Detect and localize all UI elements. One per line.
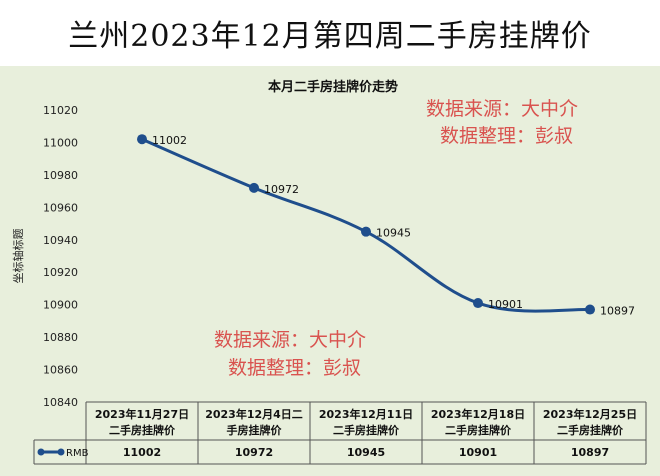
y-tick-label: 11020	[43, 104, 78, 117]
x-category-label: 手房挂牌价	[227, 423, 283, 437]
x-category-label: 二手房挂牌价	[109, 423, 176, 437]
data-point	[249, 182, 259, 193]
table-value-cell: 11002	[123, 446, 161, 459]
data-point	[137, 134, 147, 145]
data-point	[361, 226, 371, 237]
legend-marker	[37, 448, 45, 456]
watermark-author: 数据整理：彭叔	[228, 357, 361, 379]
table-value-cell: 10897	[571, 446, 609, 459]
data-point	[473, 298, 483, 309]
y-tick-label: 10860	[43, 364, 78, 377]
y-tick-label: 11000	[43, 136, 78, 149]
watermark-source: 数据来源：大中介	[214, 329, 366, 351]
chart-area	[0, 66, 660, 476]
page-title: 兰州2023年12月第四周二手房挂牌价	[68, 19, 592, 54]
y-tick-label: 10880	[43, 331, 78, 344]
data-label: 10901	[488, 298, 523, 311]
table-value-cell: 10945	[347, 446, 385, 459]
y-tick-label: 10920	[43, 266, 78, 279]
data-label: 11002	[152, 134, 187, 147]
table-value-cell: 10972	[235, 446, 273, 459]
y-axis-title: 坐标轴标题	[11, 229, 25, 284]
legend-label: RMB	[66, 448, 89, 459]
y-tick-label: 10900	[43, 299, 78, 312]
chart-title: 本月二手房挂牌价走势	[268, 79, 398, 95]
x-category-label: 2023年12月11日	[319, 407, 413, 421]
data-label: 10972	[264, 183, 299, 196]
y-tick-label: 10980	[43, 169, 78, 182]
y-tick-label: 10960	[43, 201, 78, 214]
x-category-label: 二手房挂牌价	[333, 423, 400, 437]
x-category-label: 2023年11月27日	[95, 407, 189, 421]
data-label: 10945	[376, 227, 411, 240]
table-value-cell: 10901	[459, 446, 497, 459]
series-line-rmb	[141, 137, 591, 313]
x-category-label: 2023年12月25日	[543, 407, 637, 421]
x-category-label: 二手房挂牌价	[445, 423, 512, 437]
y-tick-label: 10940	[43, 234, 78, 247]
y-tick-label: 10840	[43, 396, 78, 409]
data-label: 10897	[600, 305, 635, 318]
x-category-label: 2023年12月4日二	[205, 407, 303, 421]
watermark-source: 数据来源：大中介	[426, 98, 578, 120]
legend-marker	[57, 448, 65, 456]
x-category-label: 二手房挂牌价	[557, 423, 624, 437]
x-category-label: 2023年12月18日	[431, 407, 525, 421]
data-point	[585, 304, 595, 315]
page-title-bar: 兰州2023年12月第四周二手房挂牌价	[0, 0, 660, 66]
watermark-author: 数据整理：彭叔	[440, 125, 573, 147]
